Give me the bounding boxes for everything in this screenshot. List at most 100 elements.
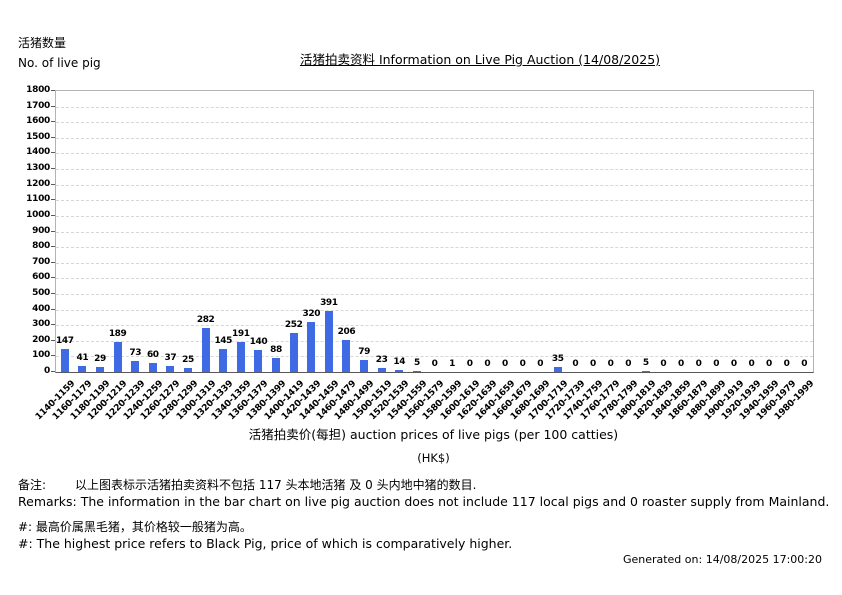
bar <box>96 367 104 372</box>
bar-value-label: 37 <box>164 353 177 363</box>
bar <box>360 360 369 372</box>
bar-value-label: 0 <box>466 359 473 369</box>
bar-value-label: 0 <box>730 359 737 369</box>
bar-value-label: 0 <box>678 359 684 369</box>
y-tick-label: 1200 <box>26 178 50 189</box>
bar-value-label: 0 <box>572 359 579 369</box>
gridline <box>56 278 813 280</box>
bar-value-label: 25 <box>182 355 194 365</box>
bar <box>131 361 140 372</box>
bar-value-label: 147 <box>56 336 74 346</box>
bar-value-label: 0 <box>607 359 614 369</box>
gridline <box>56 169 813 171</box>
y-tick-mark <box>51 246 55 248</box>
bar-value-label: 140 <box>249 337 268 347</box>
y-tick-label: 1700 <box>26 100 50 111</box>
gridline <box>56 262 813 264</box>
bar-value-label: 0 <box>713 359 720 369</box>
remarks-zh: 备注: 以上图表标示活猪拍卖资料不包括 117 头本地活猪 及 0 头内地中猪的数… <box>18 476 476 493</box>
bar-value-label: 320 <box>302 309 321 319</box>
y-tick-mark <box>51 230 55 232</box>
remarks-zh-text: 以上图表标示活猪拍卖资料不包括 117 头本地活猪 及 0 头内地中猪的数目. <box>75 478 477 492</box>
y-tick-label: 500 <box>32 287 50 298</box>
gridline <box>56 122 813 124</box>
y-tick-label: 800 <box>32 241 50 252</box>
bar <box>641 371 650 372</box>
bar <box>342 340 351 372</box>
bar-value-label: 0 <box>625 359 632 369</box>
gridline <box>56 356 813 358</box>
y-tick-label: 600 <box>32 272 50 283</box>
y-tick-label: 1800 <box>26 85 50 95</box>
y-tick-mark <box>51 308 55 310</box>
bar-value-label: 0 <box>660 359 667 369</box>
bar-value-label: 0 <box>519 359 526 369</box>
bar-value-label: 0 <box>501 359 508 369</box>
bar <box>166 366 175 372</box>
gridline <box>56 309 813 311</box>
bar-value-label: 282 <box>196 315 215 325</box>
gridline <box>56 153 813 155</box>
y-tick-mark <box>51 105 55 107</box>
bar-value-label: 88 <box>270 345 282 355</box>
gridline <box>56 184 813 186</box>
bar-value-label: 0 <box>431 359 438 369</box>
bar <box>113 342 122 372</box>
y-tick-mark <box>51 261 55 263</box>
gridline <box>56 200 813 202</box>
bar <box>395 370 404 372</box>
y-tick-mark <box>51 90 55 91</box>
bar <box>201 328 210 372</box>
y-tick-mark <box>51 277 55 279</box>
y-tick-mark <box>51 136 55 138</box>
y-tick-label: 300 <box>32 319 50 330</box>
gridline <box>56 106 813 108</box>
bar <box>324 311 333 372</box>
bar-value-label: 0 <box>783 359 790 369</box>
y-tick-label: 1400 <box>26 147 50 158</box>
bar-value-label: 79 <box>358 347 370 357</box>
bar-value-label: 5 <box>413 358 420 368</box>
y-tick-mark <box>51 168 55 170</box>
y-axis-unit-label: 活猪数量 No. of live pig <box>18 33 101 73</box>
bar-value-label: 252 <box>284 320 303 330</box>
gridline <box>56 231 813 233</box>
bar <box>236 342 245 372</box>
remarks-zh-label: 备注: <box>18 478 47 492</box>
y-tick-label: 900 <box>32 225 50 236</box>
generated-timestamp: Generated on: 14/08/2025 17:00:20 <box>622 553 822 566</box>
y-tick-mark <box>51 152 55 154</box>
y-tick-mark <box>51 214 55 216</box>
y-tick-mark <box>51 292 55 294</box>
bar-value-label: 5 <box>642 358 649 368</box>
y-tick-mark <box>51 121 55 123</box>
bar <box>148 363 157 372</box>
gridline <box>56 340 813 342</box>
bar-value-label: 0 <box>537 359 544 369</box>
note-zh: #: 最高价属黑毛猪，其价格较一般猪为高。 <box>18 520 252 534</box>
bar <box>219 349 228 372</box>
gridline <box>56 247 813 249</box>
bar <box>60 349 69 372</box>
plot-area: 147 1140-1159 41 1160-1179 29 1180-1199 189 120… <box>34 90 816 422</box>
bar-value-label: 35 <box>551 354 564 364</box>
bar-value-label: 60 <box>146 350 159 360</box>
bar <box>377 368 386 372</box>
y-tick-label: 1500 <box>26 131 50 142</box>
y-tick-mark <box>51 324 55 326</box>
bar-value-label: 391 <box>320 298 338 308</box>
y-tick-mark <box>51 199 55 201</box>
gridline <box>56 137 813 139</box>
bar <box>553 367 562 372</box>
bar <box>412 371 421 372</box>
y-axis-unit-en: No. of live pig <box>18 56 101 70</box>
bar-value-label: 191 <box>232 329 250 339</box>
y-tick-label: 1300 <box>26 163 50 174</box>
y-tick-mark <box>51 339 55 341</box>
y-axis-unit-zh: 活猪数量 <box>18 36 67 50</box>
bar <box>289 333 298 372</box>
bar-value-label: 23 <box>375 355 388 365</box>
bar-value-label: 0 <box>590 359 596 369</box>
remarks-en: Remarks: The information in the bar char… <box>18 494 830 509</box>
